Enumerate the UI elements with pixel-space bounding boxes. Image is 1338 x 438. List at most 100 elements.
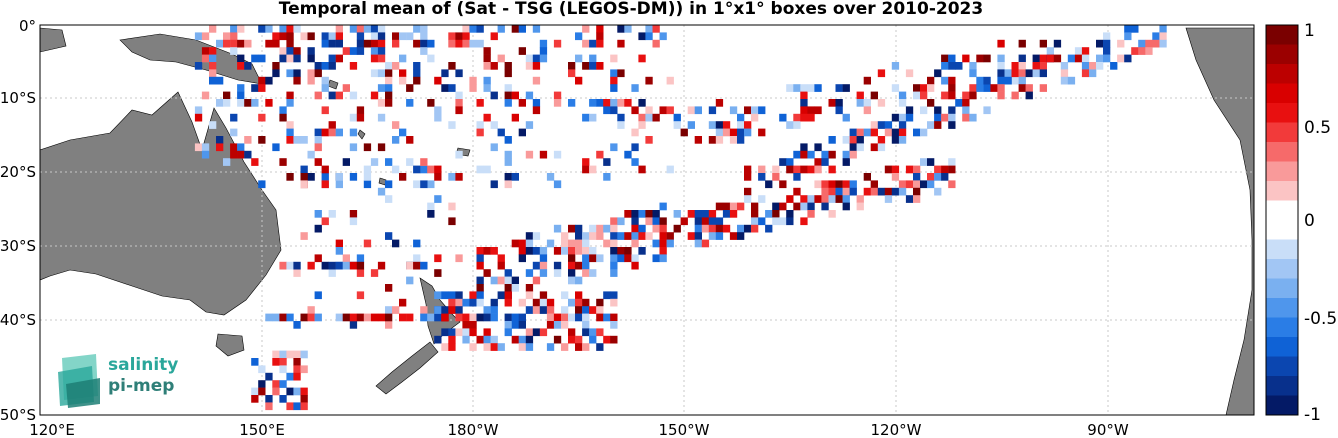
data-cell xyxy=(1039,84,1047,92)
data-cell xyxy=(645,217,653,226)
data-cell xyxy=(244,39,252,48)
data-cell xyxy=(962,54,970,63)
data-cell xyxy=(659,106,667,115)
data-cell xyxy=(342,47,350,55)
data-cell xyxy=(553,99,562,107)
data-cell xyxy=(209,69,217,78)
data-cell xyxy=(1018,76,1026,85)
data-cell xyxy=(624,232,632,240)
data-cell xyxy=(490,180,498,189)
data-cell xyxy=(286,128,294,137)
data-cell xyxy=(666,106,674,115)
data-cell xyxy=(497,291,505,300)
data-cell xyxy=(1039,54,1047,63)
data-cell xyxy=(610,99,618,107)
data-cell xyxy=(399,69,407,78)
data-cell xyxy=(800,217,808,226)
data-cell xyxy=(934,106,942,115)
salinity-logo-mark xyxy=(58,354,100,408)
colorbar-tick-label: 0.5 xyxy=(1304,118,1331,138)
data-cell xyxy=(1011,69,1019,78)
data-cell xyxy=(237,84,245,92)
data-cell xyxy=(476,284,484,292)
data-cell xyxy=(589,165,597,174)
data-cell xyxy=(744,165,752,174)
data-cell xyxy=(546,173,555,181)
data-cell xyxy=(504,136,512,144)
data-cell xyxy=(1103,47,1111,55)
data-cell xyxy=(1032,62,1040,70)
data-cell xyxy=(223,91,231,100)
data-cell xyxy=(948,54,956,63)
data-cell xyxy=(905,165,914,174)
data-cell xyxy=(286,387,294,396)
data-cell xyxy=(913,91,921,100)
data-cell xyxy=(511,113,519,122)
data-cell xyxy=(427,210,435,218)
colorbar-swatch xyxy=(1266,356,1298,377)
data-cell xyxy=(1081,69,1090,78)
data-cell xyxy=(1124,25,1132,33)
data-cell xyxy=(856,143,864,152)
data-cell xyxy=(546,239,555,248)
data-cell xyxy=(532,328,541,337)
data-cell xyxy=(575,224,583,233)
data-cell xyxy=(476,25,484,33)
data-cell xyxy=(582,239,590,248)
data-cell xyxy=(617,99,625,107)
data-cell xyxy=(645,25,653,33)
data-cell xyxy=(427,180,435,189)
colorbar-swatch xyxy=(1266,220,1298,240)
data-cell xyxy=(448,121,456,129)
data-cell xyxy=(237,99,245,107)
data-cell xyxy=(455,298,463,307)
data-cell xyxy=(497,254,505,263)
data-cell xyxy=(370,91,379,100)
data-cell xyxy=(596,224,604,233)
data-cell xyxy=(251,84,259,92)
colorbar-swatch xyxy=(1266,142,1298,162)
data-cell xyxy=(722,121,731,129)
data-cell xyxy=(399,76,407,85)
data-cell xyxy=(1039,62,1047,70)
data-cell xyxy=(525,121,534,129)
data-cell xyxy=(645,210,653,218)
data-cell xyxy=(356,39,365,48)
data-cell xyxy=(244,136,252,144)
data-cell xyxy=(948,84,956,92)
data-cell xyxy=(694,106,702,115)
data-cell xyxy=(448,32,456,41)
data-cell xyxy=(286,173,294,181)
data-cell xyxy=(377,54,386,63)
new-guinea-landmass xyxy=(119,33,263,85)
data-cell xyxy=(293,402,301,411)
data-cell xyxy=(328,62,336,70)
data-cell xyxy=(582,343,590,351)
data-cell xyxy=(603,158,611,166)
data-cell xyxy=(237,62,245,70)
data-cell xyxy=(328,121,336,129)
data-cell xyxy=(258,136,266,144)
data-cell xyxy=(209,62,217,70)
data-cell xyxy=(1096,62,1104,70)
data-cell xyxy=(793,150,801,159)
data-cell xyxy=(631,128,639,137)
data-cell xyxy=(596,313,604,322)
data-cell xyxy=(1067,54,1076,63)
data-cell xyxy=(490,343,498,351)
data-cell xyxy=(652,254,660,263)
data-cell xyxy=(744,195,752,203)
data-cell xyxy=(455,39,463,48)
data-cell xyxy=(483,165,491,174)
data-cell xyxy=(272,358,280,366)
data-cell xyxy=(913,187,921,196)
data-cell xyxy=(476,291,484,300)
data-cell xyxy=(821,180,829,189)
data-cell xyxy=(525,62,534,70)
data-cell xyxy=(476,121,484,129)
data-cell xyxy=(293,47,301,55)
data-cell xyxy=(328,210,336,218)
data-cell xyxy=(483,113,491,122)
data-cell xyxy=(1117,39,1125,48)
data-cell xyxy=(546,306,555,314)
